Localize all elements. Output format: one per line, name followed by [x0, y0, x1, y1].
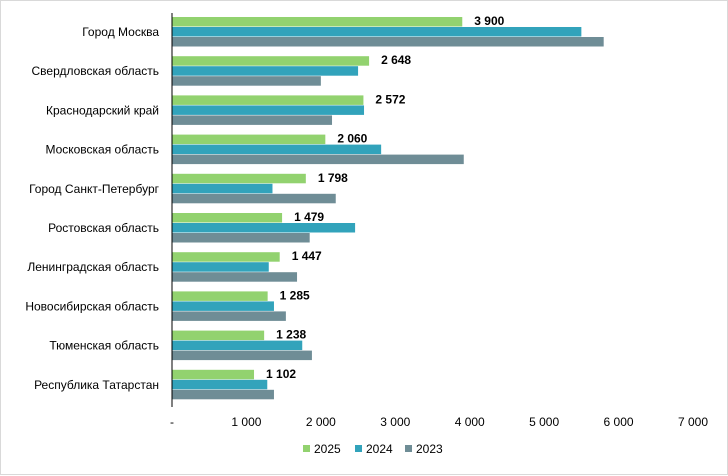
bar-2025: [172, 56, 370, 66]
category-label: Тюменская область: [49, 339, 159, 353]
bar-2025: [172, 173, 306, 184]
bar-2023: [172, 115, 333, 125]
bar-2024: [172, 27, 582, 37]
bar-2025: [172, 213, 283, 223]
x-tick-label: 5 000: [529, 415, 559, 429]
bar-2024: [172, 183, 273, 194]
data-label-2025: 1 447: [292, 249, 322, 263]
bar-2023: [172, 389, 274, 400]
bar-2023: [172, 350, 312, 361]
bar-2024: [172, 301, 274, 311]
x-tick-label: 2 000: [306, 415, 336, 429]
data-label-2025: 1 285: [280, 288, 310, 302]
x-tick-label: 6 000: [604, 415, 634, 429]
data-labels: 3 900 2 648 2 572 2 060 1 798 1 479 1 447 1 285…: [266, 14, 505, 381]
category-label: Город Санкт-Петербург: [29, 182, 160, 196]
bar-2023: [172, 76, 321, 86]
bar-2025: [172, 291, 268, 301]
x-tick-labels: - 1 000 2 000 3 000 4 000 5 000 6 000 7 000: [170, 415, 708, 429]
bar-2025: [172, 252, 280, 262]
bar-2025: [172, 17, 463, 27]
x-tick-label: -: [170, 415, 174, 429]
category-label: Город Москва: [82, 25, 159, 39]
category-label: Республика Татарстан: [34, 378, 159, 392]
data-label-2025: 2 060: [337, 132, 367, 146]
bar-2024: [172, 144, 382, 155]
x-tick-label: 1 000: [231, 415, 261, 429]
category-label: Свердловская область: [32, 64, 159, 78]
data-label-2025: 2 648: [381, 53, 411, 67]
bar-2025: [172, 134, 326, 145]
bar-2023: [172, 37, 604, 47]
data-label-2025: 3 900: [474, 14, 504, 28]
category-label: Краснодарский край: [46, 103, 159, 117]
legend-label-2024: 2024: [366, 442, 393, 456]
bar-2024: [172, 379, 268, 390]
category-labels: Город Москва Свердловская область Краснода…: [25, 25, 159, 392]
bars-layer: [172, 17, 604, 400]
legend-label-2025: 2025: [314, 442, 341, 456]
legend-swatch-2024: [355, 445, 362, 452]
data-label-2025: 1 102: [266, 367, 296, 381]
bar-2023: [172, 233, 310, 243]
category-label: Московская область: [45, 143, 159, 157]
bar-2024: [172, 223, 356, 233]
bar-2025: [172, 95, 364, 105]
bar-2025: [172, 369, 255, 380]
legend: 2025 2024 2023: [303, 442, 443, 456]
bar-2024: [172, 66, 359, 76]
bar-2024: [172, 340, 303, 351]
bar-2025: [172, 330, 265, 341]
bar-2024: [172, 262, 269, 272]
data-label-2025: 1 238: [276, 328, 306, 342]
category-label: Новосибирская область: [25, 299, 159, 313]
bar-2024: [172, 105, 365, 115]
x-tick-label: 7 000: [678, 415, 708, 429]
bar-2023: [172, 154, 464, 165]
data-label-2025: 2 572: [375, 92, 405, 106]
legend-label-2023: 2023: [416, 442, 443, 456]
x-tick-label: 3 000: [380, 415, 410, 429]
bar-2023: [172, 193, 336, 204]
x-tick-label: 4 000: [455, 415, 485, 429]
legend-swatch-2023: [405, 445, 412, 452]
bar-2023: [172, 311, 286, 321]
bar-2023: [172, 272, 298, 282]
legend-swatch-2025: [303, 445, 310, 452]
data-label-2025: 1 479: [294, 210, 324, 224]
data-label-2025: 1 798: [318, 171, 348, 185]
category-label: Ростовская область: [48, 221, 159, 235]
category-label: Ленинградская область: [27, 260, 159, 274]
